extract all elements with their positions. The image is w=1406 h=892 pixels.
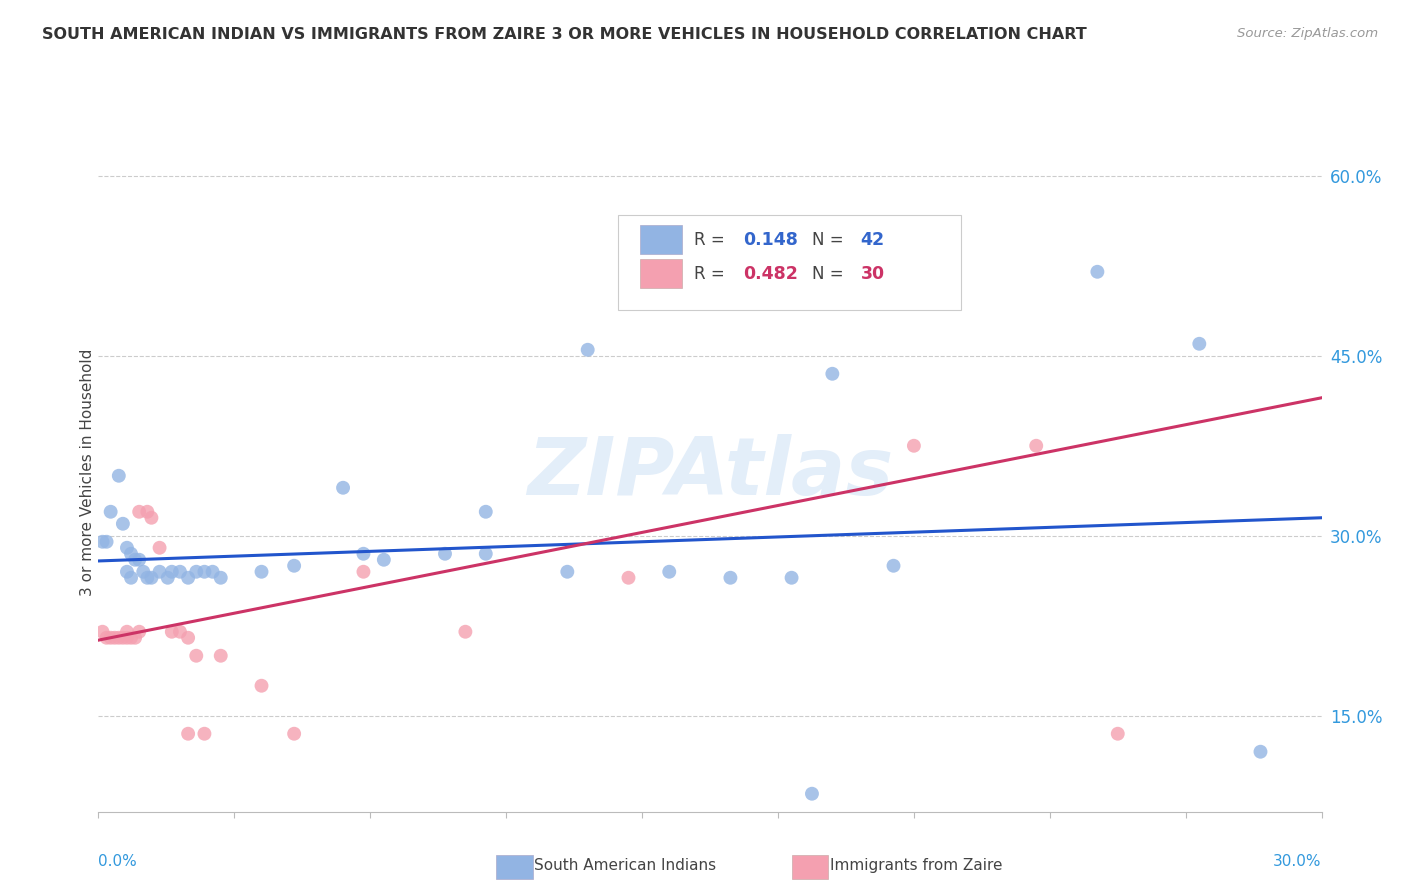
Point bbox=[177, 727, 200, 741]
Point bbox=[141, 510, 163, 524]
Text: 30: 30 bbox=[860, 265, 884, 283]
Point bbox=[576, 343, 599, 357]
Point bbox=[128, 553, 150, 567]
Text: R =: R = bbox=[695, 231, 730, 249]
Point bbox=[136, 571, 159, 585]
Text: N =: N = bbox=[811, 265, 848, 283]
Point bbox=[352, 565, 374, 579]
Text: N =: N = bbox=[811, 231, 848, 249]
Point bbox=[821, 367, 844, 381]
Point bbox=[91, 624, 114, 639]
Point bbox=[108, 468, 131, 483]
Point bbox=[124, 553, 146, 567]
Point bbox=[156, 571, 179, 585]
Point bbox=[1188, 336, 1211, 351]
Point bbox=[177, 631, 200, 645]
Point bbox=[434, 547, 457, 561]
Point bbox=[283, 558, 305, 573]
Point bbox=[1107, 727, 1129, 741]
Text: 0.0%: 0.0% bbox=[98, 854, 138, 869]
Point bbox=[124, 631, 146, 645]
FancyBboxPatch shape bbox=[640, 260, 682, 288]
Point bbox=[91, 534, 114, 549]
Text: 0.482: 0.482 bbox=[742, 265, 799, 283]
Point bbox=[149, 565, 172, 579]
Text: R =: R = bbox=[695, 265, 730, 283]
Point bbox=[186, 648, 208, 663]
Point bbox=[780, 571, 803, 585]
Point bbox=[801, 787, 824, 801]
Point bbox=[115, 631, 138, 645]
Point bbox=[108, 631, 131, 645]
Y-axis label: 3 or more Vehicles in Household: 3 or more Vehicles in Household bbox=[80, 349, 94, 597]
Point bbox=[474, 505, 498, 519]
Text: 0.148: 0.148 bbox=[742, 231, 799, 249]
Point bbox=[250, 565, 273, 579]
Text: 30.0%: 30.0% bbox=[1274, 854, 1322, 869]
Point bbox=[120, 631, 142, 645]
Point bbox=[115, 565, 138, 579]
Point bbox=[100, 631, 122, 645]
Point bbox=[169, 624, 191, 639]
Point bbox=[352, 547, 374, 561]
Point bbox=[115, 541, 138, 555]
Point bbox=[111, 516, 134, 531]
Point bbox=[658, 565, 681, 579]
Point bbox=[115, 624, 138, 639]
FancyBboxPatch shape bbox=[640, 226, 682, 254]
Point bbox=[96, 534, 118, 549]
Point bbox=[169, 565, 191, 579]
Point bbox=[209, 648, 232, 663]
Point bbox=[474, 547, 498, 561]
Point bbox=[111, 631, 134, 645]
Text: Source: ZipAtlas.com: Source: ZipAtlas.com bbox=[1237, 27, 1378, 40]
Point bbox=[141, 571, 163, 585]
Point bbox=[128, 624, 150, 639]
Point bbox=[160, 565, 183, 579]
Text: 42: 42 bbox=[860, 231, 884, 249]
Point bbox=[1249, 745, 1271, 759]
FancyBboxPatch shape bbox=[619, 215, 960, 310]
Point bbox=[186, 565, 208, 579]
Point bbox=[132, 565, 155, 579]
Point bbox=[209, 571, 232, 585]
Point bbox=[283, 727, 305, 741]
Point bbox=[1025, 439, 1047, 453]
Point bbox=[104, 631, 127, 645]
Point bbox=[617, 571, 640, 585]
Point bbox=[120, 571, 142, 585]
Point bbox=[160, 624, 183, 639]
Text: ZIPAtlas: ZIPAtlas bbox=[527, 434, 893, 512]
Point bbox=[100, 505, 122, 519]
Text: Immigrants from Zaire: Immigrants from Zaire bbox=[830, 858, 1002, 872]
Point bbox=[332, 481, 354, 495]
Point bbox=[903, 439, 925, 453]
Text: SOUTH AMERICAN INDIAN VS IMMIGRANTS FROM ZAIRE 3 OR MORE VEHICLES IN HOUSEHOLD C: SOUTH AMERICAN INDIAN VS IMMIGRANTS FROM… bbox=[42, 27, 1087, 42]
Point bbox=[373, 553, 395, 567]
Point bbox=[201, 565, 224, 579]
Point bbox=[136, 505, 159, 519]
Point bbox=[193, 727, 215, 741]
Point bbox=[120, 547, 142, 561]
Point bbox=[149, 541, 172, 555]
Point bbox=[883, 558, 905, 573]
Point bbox=[250, 679, 273, 693]
Point bbox=[720, 571, 742, 585]
Point bbox=[96, 631, 118, 645]
Point bbox=[454, 624, 477, 639]
Text: South American Indians: South American Indians bbox=[534, 858, 717, 872]
Point bbox=[1085, 265, 1108, 279]
Point bbox=[557, 565, 579, 579]
Point bbox=[128, 505, 150, 519]
Point bbox=[193, 565, 215, 579]
Point bbox=[177, 571, 200, 585]
